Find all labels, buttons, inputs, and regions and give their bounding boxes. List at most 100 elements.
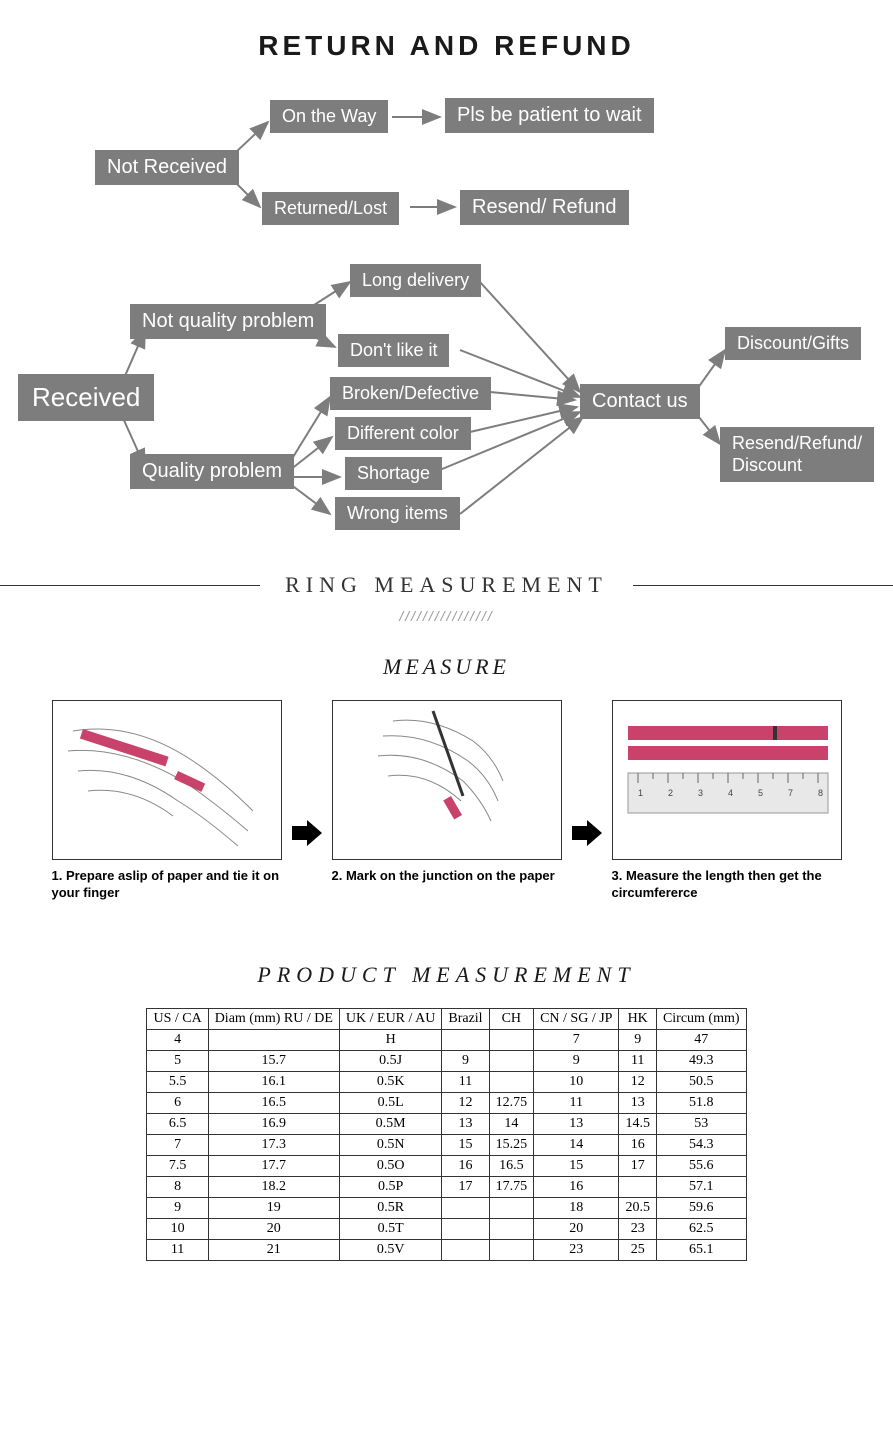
step-3: 1 2 3 4 5 7 8 3. Measure the length then…: [612, 700, 842, 902]
node-contact-us: Contact us: [580, 384, 700, 419]
node-not-received: Not Received: [95, 150, 239, 185]
node-long-delivery: Long delivery: [350, 264, 481, 297]
table-cell: 7.5: [147, 1155, 208, 1176]
table-cell: 14.5: [619, 1113, 657, 1134]
table-cell: [489, 1050, 534, 1071]
table-cell: 19: [208, 1197, 339, 1218]
svg-text:2: 2: [668, 788, 673, 798]
table-row: 515.70.5J991149.3: [147, 1050, 746, 1071]
table-cell: 18: [534, 1197, 619, 1218]
table-cell: 5.5: [147, 1071, 208, 1092]
table-header: Brazil: [442, 1008, 489, 1029]
table-row: 7.517.70.5O1616.5151755.6: [147, 1155, 746, 1176]
step-3-caption: 3. Measure the length then get the circu…: [612, 868, 842, 902]
arrow-icon: [572, 820, 602, 851]
table-cell: 10: [534, 1071, 619, 1092]
svg-text:5: 5: [758, 788, 763, 798]
table-cell: 13: [619, 1092, 657, 1113]
page-title: RETURN AND REFUND: [0, 0, 893, 82]
step-2-caption: 2. Mark on the junction on the paper: [332, 868, 562, 885]
table-cell: 12: [619, 1071, 657, 1092]
table-cell: 11: [442, 1071, 489, 1092]
table-cell: 9: [534, 1050, 619, 1071]
table-cell: [489, 1029, 534, 1050]
step-2: 2. Mark on the junction on the paper: [332, 700, 562, 885]
table-cell: 20.5: [619, 1197, 657, 1218]
node-pls-wait: Pls be patient to wait: [445, 98, 654, 133]
table-header: CN / SG / JP: [534, 1008, 619, 1029]
table-cell: 0.5L: [339, 1092, 441, 1113]
table-cell: 0.5T: [339, 1218, 441, 1239]
svg-text:7: 7: [788, 788, 793, 798]
table-cell: 14: [534, 1134, 619, 1155]
table-header: Circum (mm): [656, 1008, 746, 1029]
table-cell: 16: [534, 1176, 619, 1197]
svg-text:8: 8: [818, 788, 823, 798]
hatch-decoration: ////////////////: [0, 608, 893, 624]
table-cell: 11: [534, 1092, 619, 1113]
node-returned-lost: Returned/Lost: [262, 192, 399, 225]
table-row: 5.516.10.5K11101250.5: [147, 1071, 746, 1092]
table-cell: 13: [534, 1113, 619, 1134]
table-cell: 62.5: [656, 1218, 746, 1239]
table-cell: 16: [442, 1155, 489, 1176]
table-row: 6.516.90.5M13141314.553: [147, 1113, 746, 1134]
table-cell: 50.5: [656, 1071, 746, 1092]
table-cell: 12: [442, 1092, 489, 1113]
table-row: 717.30.5N1515.25141654.3: [147, 1134, 746, 1155]
table-cell: 53: [656, 1113, 746, 1134]
table-cell: 16.5: [489, 1155, 534, 1176]
table-cell: 17.7: [208, 1155, 339, 1176]
product-measurement-heading: PRODUCT MEASUREMENT: [0, 962, 893, 988]
node-not-quality: Not quality problem: [130, 304, 326, 339]
table-header: HK: [619, 1008, 657, 1029]
table-cell: [442, 1218, 489, 1239]
table-cell: 11: [147, 1239, 208, 1260]
table-cell: 25: [619, 1239, 657, 1260]
table-header: UK / EUR / AU: [339, 1008, 441, 1029]
node-on-the-way: On the Way: [270, 100, 388, 133]
table-cell: 15: [442, 1134, 489, 1155]
node-discount-gifts: Discount/Gifts: [725, 327, 861, 360]
table-cell: 9: [442, 1050, 489, 1071]
table-cell: 14: [489, 1113, 534, 1134]
table-cell: 47: [656, 1029, 746, 1050]
table-cell: [489, 1071, 534, 1092]
table-cell: 13: [442, 1113, 489, 1134]
table-cell: 17: [442, 1176, 489, 1197]
flowchart-not-received: Not Received On the Way Returned/Lost Pl…: [0, 82, 893, 252]
flowchart-received: Received Not quality problem Quality pro…: [0, 252, 893, 542]
table-cell: 0.5R: [339, 1197, 441, 1218]
node-resend-refund: Resend/ Refund: [460, 190, 629, 225]
svg-text:4: 4: [728, 788, 733, 798]
table-cell: 10: [147, 1218, 208, 1239]
table-cell: 7: [534, 1029, 619, 1050]
table-header: US / CA: [147, 1008, 208, 1029]
table-cell: 15: [534, 1155, 619, 1176]
table-cell: 15.7: [208, 1050, 339, 1071]
node-shortage: Shortage: [345, 457, 442, 490]
table-cell: 20: [534, 1218, 619, 1239]
node-resend-refund-disc: Resend/Refund/ Discount: [720, 427, 874, 482]
measure-heading: MEASURE: [0, 654, 893, 680]
table-cell: 16.5: [208, 1092, 339, 1113]
table-cell: 51.8: [656, 1092, 746, 1113]
table-cell: [489, 1197, 534, 1218]
table-cell: 0.5O: [339, 1155, 441, 1176]
table-cell: 0.5J: [339, 1050, 441, 1071]
node-diff-color: Different color: [335, 417, 471, 450]
table-cell: [442, 1197, 489, 1218]
table-cell: 21: [208, 1239, 339, 1260]
table-cell: 9: [147, 1197, 208, 1218]
table-row: 9190.5R1820.559.6: [147, 1197, 746, 1218]
table-row: 616.50.5L1212.75111351.8: [147, 1092, 746, 1113]
table-cell: [442, 1029, 489, 1050]
table-cell: 8: [147, 1176, 208, 1197]
table-cell: 20: [208, 1218, 339, 1239]
node-dont-like: Don't like it: [338, 334, 449, 367]
table-cell: 49.3: [656, 1050, 746, 1071]
node-broken: Broken/Defective: [330, 377, 491, 410]
table-cell: 17.3: [208, 1134, 339, 1155]
table-cell: H: [339, 1029, 441, 1050]
measure-steps: 1. Prepare aslip of paper and tie it on …: [0, 700, 893, 902]
